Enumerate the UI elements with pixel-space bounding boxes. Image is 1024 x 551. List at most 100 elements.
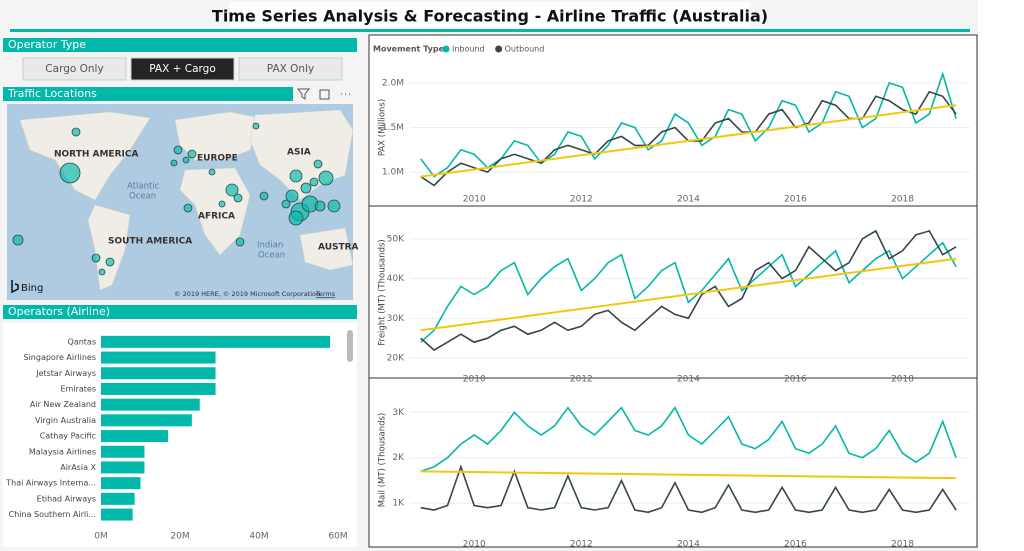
y-tick-label: 1.0M — [382, 168, 404, 178]
x-tick-label: 2014 — [677, 195, 700, 205]
x-tick-label: 2016 — [784, 540, 807, 550]
x-tick-label: 2018 — [891, 375, 914, 385]
map-bubble — [225, 183, 239, 197]
toggle-label[interactable]: PAX + Cargo — [149, 63, 216, 75]
y-axis-title: PAX (Millions) — [378, 99, 388, 156]
x-tick-label: 2010 — [463, 375, 486, 385]
bing-mark — [11, 280, 19, 294]
bar — [101, 335, 331, 348]
map-bubble — [208, 168, 216, 176]
y-tick-label: 1K — [392, 499, 405, 509]
x-tick-label: 2016 — [784, 375, 807, 385]
map-bubble — [318, 170, 334, 186]
series-line — [420, 464, 957, 514]
map-attribution: © 2019 HERE, © 2019 Microsoft Corporatio… — [174, 290, 320, 298]
legend-marker — [442, 45, 450, 53]
y-tick-label: 20K — [387, 354, 405, 364]
series-line — [420, 229, 957, 352]
map-bubble — [182, 156, 190, 164]
y-tick-label: Virgin Australia — [35, 416, 96, 425]
bar — [101, 508, 133, 521]
map-bubble — [12, 234, 24, 246]
map-bubble — [218, 200, 226, 208]
bar — [101, 461, 145, 474]
y-tick-label: Emirates — [61, 384, 97, 393]
map-bubble — [313, 159, 323, 169]
map-label: AUSTRA — [318, 243, 359, 253]
map-bubble — [71, 127, 81, 137]
page-title: Time Series Analysis & Forecasting - Air… — [212, 7, 768, 26]
map-bubble — [327, 199, 341, 213]
title-underline — [10, 29, 970, 32]
y-tick-label: Jetstar Airways — [35, 369, 96, 378]
toggle-button[interactable] — [130, 57, 235, 81]
filter-icon[interactable] — [296, 88, 311, 100]
y-tick-label: 2K — [392, 453, 405, 463]
y-tick-label: 40K — [387, 274, 405, 284]
x-tick-label: 2018 — [891, 540, 914, 550]
scrollbar[interactable] — [347, 330, 353, 362]
x-tick-label: 40M — [249, 532, 268, 542]
map-bubble — [252, 122, 260, 130]
legend-title: Movement Type — [373, 45, 445, 54]
visual-toolbar — [296, 88, 350, 100]
map: NORTH AMERICA EUROPEASIAAtlanticOceanAFRI… — [7, 104, 359, 300]
map-label: SOUTH AMERICA — [108, 237, 192, 247]
y-tick-label: 30K — [387, 314, 405, 324]
bar — [101, 477, 141, 490]
map-bubble — [289, 169, 303, 183]
map-land — [19, 109, 354, 291]
legend-label: Outbound — [505, 45, 545, 54]
y-tick-label: Air New Zealand — [30, 400, 96, 409]
legend-marker — [495, 45, 503, 53]
series-line — [420, 241, 957, 343]
y-tick-label: 50K — [387, 234, 405, 244]
bar — [101, 445, 145, 458]
toggle-label[interactable]: PAX Only — [267, 63, 314, 75]
bar — [101, 382, 216, 395]
toggle-label[interactable]: Cargo Only — [45, 63, 103, 75]
focus-icon[interactable] — [319, 89, 330, 100]
map-bubble — [288, 210, 304, 226]
x-tick-label: 2010 — [463, 540, 486, 550]
map-label: Ocean — [258, 251, 285, 261]
x-tick-label: 2010 — [463, 195, 486, 205]
map-bubble — [285, 189, 299, 203]
y-tick-label: China Southern Airli... — [9, 510, 96, 519]
map-bubble — [235, 237, 245, 247]
map-bubble — [170, 159, 178, 167]
y-axis-title: Mail (MT) (Thousands) — [378, 413, 388, 507]
toggle-button[interactable] — [238, 57, 343, 81]
y-tick-label: Malaysia Airlines — [29, 447, 96, 456]
bar — [101, 414, 192, 427]
map-bubble — [105, 257, 115, 267]
map-label: Indian — [257, 241, 283, 251]
x-tick-label: 2016 — [784, 195, 807, 205]
trend-line — [420, 470, 957, 480]
toggle-button[interactable] — [22, 57, 127, 81]
x-tick-label: 2012 — [570, 375, 593, 385]
title-box — [230, 2, 750, 30]
map-bubble — [91, 253, 101, 263]
bar — [101, 492, 135, 505]
legend-label: Inbound — [452, 45, 485, 54]
x-tick-label: 2014 — [677, 540, 700, 550]
x-tick-label: 2014 — [677, 375, 700, 385]
map-terms[interactable]: Terms — [315, 290, 336, 298]
map-label: NORTH AMERICA — [54, 150, 138, 160]
map-label: AFRICA — [198, 212, 235, 222]
map-label: ASIA — [287, 148, 311, 158]
trend-line — [420, 104, 957, 178]
y-tick-label: Thai Airways Interna... — [5, 479, 96, 488]
map-label: Atlantic — [127, 182, 160, 192]
map-bubble — [173, 145, 183, 155]
x-tick-label: 20M — [170, 532, 189, 542]
x-tick-label: 2012 — [570, 195, 593, 205]
map-bubble — [233, 193, 243, 203]
y-tick-label: Cathay Pacific — [40, 432, 96, 441]
section-title: Operators (Airline) — [8, 305, 110, 318]
y-tick-label: Singapore Airlines — [24, 353, 97, 362]
series-line — [420, 71, 957, 178]
